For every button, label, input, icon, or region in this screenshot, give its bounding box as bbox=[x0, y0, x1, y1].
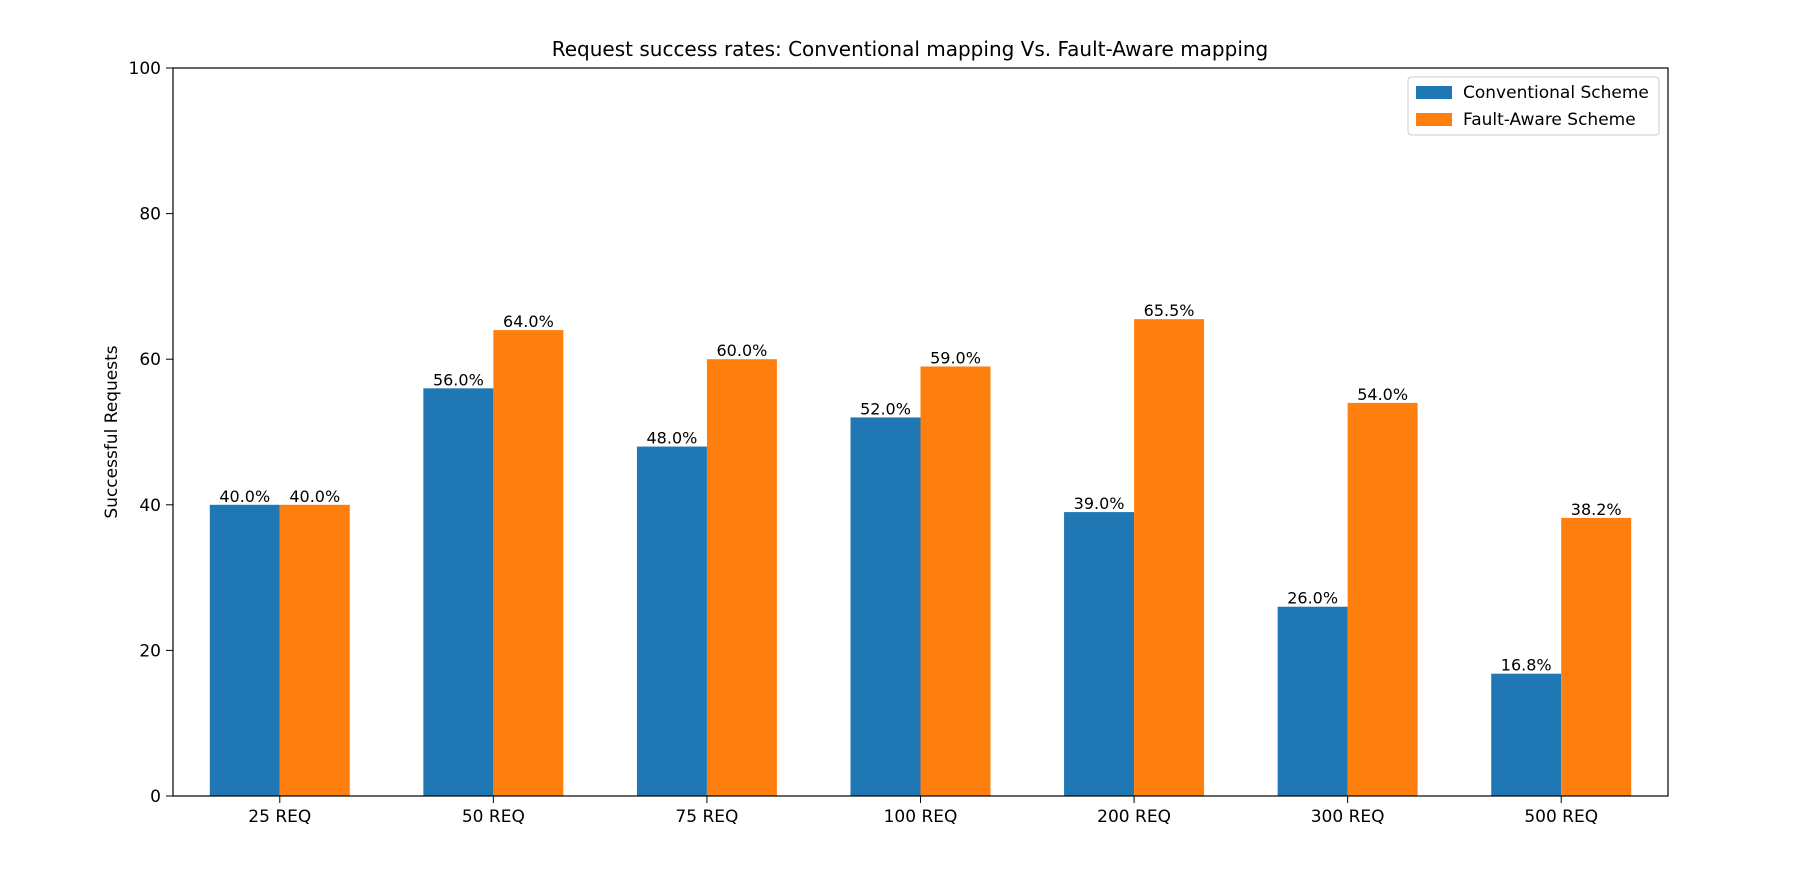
bar-conventional bbox=[1064, 512, 1135, 796]
y-tick-label: 20 bbox=[139, 641, 161, 661]
bar-value-label: 65.5% bbox=[1144, 301, 1195, 320]
bar-conventional bbox=[209, 504, 280, 796]
y-tick-label: 100 bbox=[129, 59, 161, 79]
bar-fault-aware bbox=[279, 504, 350, 796]
y-axis-label: Successful Requests bbox=[102, 345, 122, 518]
x-tick-label: 300 REQ bbox=[1311, 807, 1385, 827]
plot-area: 40.0% 56.0% 48.0% 52.0% 39.0% 26.0% 16.8% 40.0%… bbox=[129, 59, 1669, 827]
bar-value-label: 48.0% bbox=[647, 429, 698, 448]
chart-title: Request success rates: Conventional mapp… bbox=[552, 37, 1269, 61]
bar-fault-aware bbox=[1347, 402, 1418, 796]
bar-value-label: 54.0% bbox=[1357, 385, 1408, 404]
bar-conventional bbox=[850, 417, 921, 796]
bar-conventional bbox=[1277, 606, 1348, 796]
y-tick-label: 80 bbox=[139, 205, 161, 225]
x-tick-label: 75 REQ bbox=[675, 807, 738, 827]
bar-fault-aware bbox=[493, 330, 564, 796]
bar-conventional bbox=[636, 446, 707, 796]
x-tick-label: 500 REQ bbox=[1524, 807, 1598, 827]
x-tick-label: 100 REQ bbox=[884, 807, 958, 827]
legend-swatch-conventional bbox=[1416, 86, 1452, 99]
legend-box bbox=[1407, 76, 1660, 136]
bar-value-label: 38.2% bbox=[1571, 500, 1622, 519]
bar-fault-aware bbox=[1561, 517, 1632, 796]
bar-value-label: 40.0% bbox=[289, 487, 340, 506]
y-tick-label: 0 bbox=[150, 787, 161, 807]
bar-conventional bbox=[1491, 673, 1562, 796]
bar-value-label: 52.0% bbox=[860, 399, 911, 418]
x-tick-label: 200 REQ bbox=[1097, 807, 1171, 827]
bar-conventional bbox=[423, 388, 494, 796]
bar-fault-aware bbox=[1134, 319, 1205, 796]
legend-label-conventional: Conventional Scheme bbox=[1463, 83, 1649, 103]
bar-value-label: 64.0% bbox=[503, 312, 554, 331]
legend: Conventional Scheme Fault-Aware Scheme bbox=[1407, 76, 1660, 136]
bar-value-label: 56.0% bbox=[433, 370, 484, 389]
legend-swatch-fault-aware bbox=[1416, 113, 1452, 126]
bar-value-label: 59.0% bbox=[930, 348, 981, 367]
y-tick-label: 60 bbox=[139, 350, 161, 370]
bar-fault-aware bbox=[706, 359, 777, 796]
bar-value-label: 39.0% bbox=[1074, 494, 1125, 513]
bar-value-label: 40.0% bbox=[219, 487, 270, 506]
bar-value-label: 16.8% bbox=[1501, 656, 1552, 675]
bar-value-label: 26.0% bbox=[1287, 589, 1338, 608]
bar-fault-aware bbox=[920, 366, 991, 796]
x-tick-label: 25 REQ bbox=[248, 807, 311, 827]
x-tick-label: 50 REQ bbox=[462, 807, 525, 827]
bar-value-label: 60.0% bbox=[717, 341, 768, 360]
legend-label-fault-aware: Fault-Aware Scheme bbox=[1463, 110, 1636, 130]
y-tick-label: 40 bbox=[139, 496, 161, 516]
